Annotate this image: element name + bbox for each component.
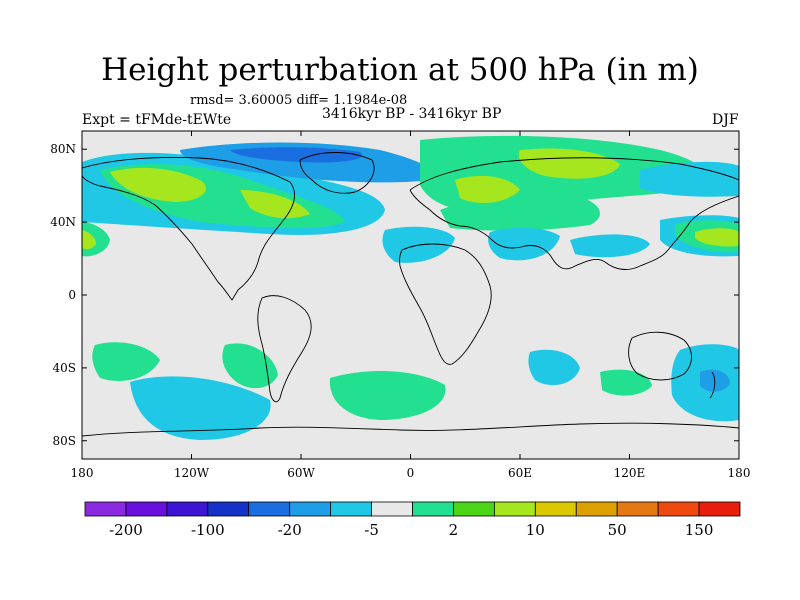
lon-tick-label: 120W <box>174 466 210 480</box>
contour-lime-eurasia <box>518 148 620 179</box>
map-title: Height perturbation at 500 hPa (in m) <box>101 52 699 88</box>
lon-tick-label: 180 <box>71 466 94 480</box>
contour-cyan-mideast <box>488 227 560 261</box>
contour-cyan-asia <box>570 234 650 258</box>
lon-tick-label: 120E <box>614 466 646 480</box>
coast-greenland <box>299 152 375 194</box>
colorbar-label: 2 <box>449 521 459 539</box>
coast-antarctica <box>82 422 739 437</box>
coast-eurasia <box>409 157 739 270</box>
coast-south-america <box>257 295 312 403</box>
contour-blue-siberia <box>640 161 739 197</box>
colorbar-swatch <box>493 501 536 517</box>
lat-tick-label: 80S <box>53 434 77 448</box>
lat-tick-label: 0 <box>68 288 76 302</box>
experiment-label: Expt = tFMde-tEWte <box>82 112 232 128</box>
lat-tick-label: 40S <box>53 361 77 375</box>
coast-africa <box>399 243 492 365</box>
colorbar-swatch <box>698 501 741 517</box>
period-label: 3416kyr BP - 3416kyr BP <box>322 106 502 122</box>
colorbar: -200 -100 -20 -5 2 10 50 150 <box>84 501 741 539</box>
lon-tick-label: 180 <box>728 466 751 480</box>
contour-green-satl <box>329 370 446 420</box>
colorbar-swatch <box>166 501 209 517</box>
colorbar-swatch <box>330 501 372 517</box>
contour-lime-east <box>82 230 96 250</box>
colorbar-label: -100 <box>191 521 225 539</box>
contour-lime-europe <box>455 175 520 203</box>
colorbar-label: -20 <box>278 521 302 539</box>
contour-lime-wpac <box>695 228 739 247</box>
colorbar-label: -200 <box>109 521 143 539</box>
colorbar-label: 50 <box>608 521 627 539</box>
contour-lime-npac <box>110 167 206 202</box>
colorbar-swatch <box>453 501 495 517</box>
contour-lime-npac-2 <box>240 190 310 219</box>
latitude-ticks: 80N 40N 0 40S 80S <box>50 142 739 448</box>
colorbar-swatch <box>248 501 291 517</box>
coast-newzealand <box>709 371 716 399</box>
colorbar-swatch <box>371 501 413 517</box>
colorbar-swatch <box>125 501 168 517</box>
colorbar-swatch <box>207 501 250 517</box>
contour-cyan-spac <box>130 376 271 440</box>
coast-australia <box>628 331 692 381</box>
colorbar-label: 150 <box>685 521 714 539</box>
lon-tick-label: 60W <box>287 466 315 480</box>
colorbar-swatch <box>575 501 618 517</box>
colorbar-swatch <box>412 501 454 517</box>
lon-tick-label: 60E <box>508 466 532 480</box>
coastlines <box>82 152 739 437</box>
contour-layer <box>82 135 739 440</box>
lon-tick-label: 0 <box>407 466 415 480</box>
colorbar-label: -5 <box>364 521 379 539</box>
colorbar-swatch <box>657 501 700 517</box>
lat-tick-label: 80N <box>50 142 76 156</box>
colorbar-swatch <box>289 501 332 517</box>
contour-navy-arctic <box>230 147 362 163</box>
colorbar-swatch <box>534 501 577 517</box>
longitude-ticks: 180 120W 60W 0 60E 120E 180 <box>71 131 751 480</box>
contour-cyan-indian <box>528 349 580 386</box>
contour-green-spac <box>92 342 160 381</box>
colorbar-swatch <box>84 501 127 517</box>
coast-north-america <box>82 157 295 301</box>
contour-green-indian <box>600 369 652 396</box>
colorbar-label: 10 <box>526 521 545 539</box>
lat-tick-label: 40N <box>50 215 76 229</box>
stats-text: rmsd= 3.60005 diff= 1.1984e-08 <box>190 93 408 108</box>
season-label: DJF <box>712 112 739 128</box>
colorbar-swatch <box>616 501 659 517</box>
